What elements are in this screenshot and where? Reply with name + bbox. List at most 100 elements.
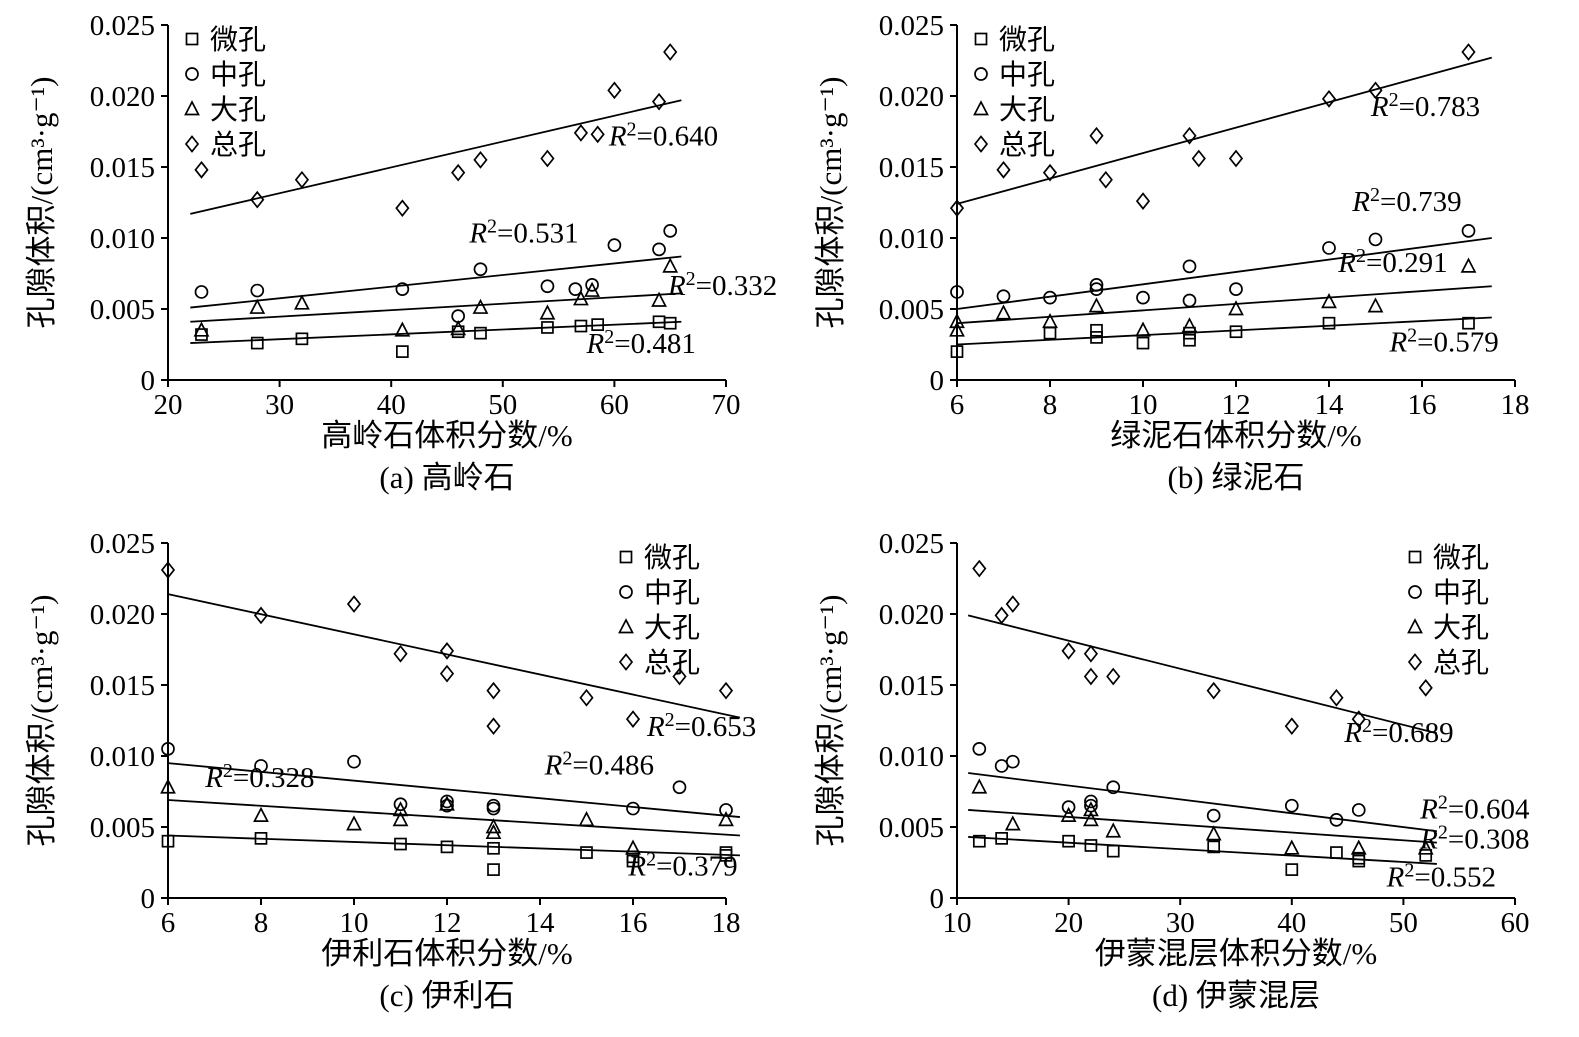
legend-label: 总孔	[999, 129, 1055, 161]
panel-d-illite-smectite: 0 0.005 0.010 0.015 0.020 0.025 10 20 30 40 50 60 微孔…	[789, 518, 1579, 1037]
data-point-circle	[1461, 224, 1476, 238]
data-point-circle	[568, 282, 583, 296]
data-point-diamond	[1089, 126, 1104, 145]
data-point-circle	[486, 801, 501, 816]
y-tick-label: 0.005	[90, 294, 155, 326]
legend-label: 中孔	[644, 577, 700, 609]
data-point-triangle	[392, 811, 409, 827]
legend-marker-diamond	[973, 135, 989, 153]
data-point-circle	[663, 224, 678, 238]
r2-annotation: R2=0.531	[468, 215, 578, 249]
data-point-diamond	[579, 688, 594, 707]
data-point-diamond	[1284, 717, 1299, 736]
data-point-triangle	[1283, 839, 1300, 855]
trend-line-square	[190, 320, 682, 344]
data-point-triangle	[1321, 293, 1337, 309]
data-point-triangle	[1417, 839, 1434, 855]
legend-label: 总孔	[210, 129, 266, 161]
y-tick-label: 0.005	[879, 294, 944, 326]
y-axis-title: 孔隙体积/(cm³·g⁻¹)	[813, 595, 848, 847]
data-point-diamond	[573, 124, 589, 142]
x-tick-label: 16	[619, 907, 648, 939]
data-point-triangle	[394, 321, 411, 337]
r2-annotation: R2=0.291	[1337, 245, 1447, 279]
data-point-diamond	[1182, 126, 1197, 145]
y-tick-label: 0.025	[90, 10, 155, 42]
data-point-diamond	[625, 710, 641, 728]
data-point-circle	[719, 803, 733, 817]
r2-annotation: R2=0.653	[646, 709, 756, 743]
data-point-triangle	[193, 321, 210, 337]
data-point-square	[663, 316, 677, 330]
data-point-square	[487, 863, 500, 876]
x-tick-label: 18	[1501, 389, 1530, 421]
data-point-triangle	[485, 823, 502, 840]
legend-marker-triangle	[973, 100, 989, 116]
data-point-circle	[950, 285, 964, 299]
data-point-circle	[626, 801, 640, 816]
trend-line-diamond	[190, 99, 682, 215]
legend-label: 微孔	[1433, 542, 1489, 574]
data-point-square	[972, 834, 986, 848]
data-point-circle	[1089, 278, 1104, 292]
data-point-triangle	[160, 778, 176, 794]
trend-line-diamond	[956, 56, 1492, 205]
legend-marker-square	[619, 550, 633, 564]
data-point-circle	[1182, 293, 1197, 308]
data-point-diamond	[160, 561, 176, 579]
data-point-square	[250, 336, 264, 350]
data-point-circle	[540, 279, 555, 294]
data-point-triangle	[346, 815, 362, 831]
data-point-diamond	[294, 170, 310, 189]
data-point-diamond	[253, 606, 269, 625]
r2-annotation: R2=0.552	[1386, 860, 1496, 894]
trend-line-diamond	[167, 593, 741, 719]
y-tick-label: 0.015	[879, 670, 944, 702]
data-point-triangle	[995, 304, 1012, 320]
x-tick-label: 50	[488, 389, 517, 421]
data-point-triangle	[573, 290, 589, 306]
legend-marker-circle	[185, 67, 199, 81]
y-axis-title: 孔隙体积/(cm³·g⁻¹)	[24, 77, 59, 329]
x-axis-title: 绿泥石体积分数/%	[1110, 418, 1361, 453]
data-point-square	[995, 832, 1008, 845]
data-point-triangle	[1083, 801, 1099, 817]
legend-marker-circle	[1408, 585, 1422, 599]
data-point-diamond	[1206, 681, 1221, 700]
x-tick-label: 10	[943, 907, 972, 939]
panel-caption: (d) 伊蒙混层	[1152, 978, 1320, 1013]
data-point-diamond	[1061, 642, 1076, 660]
r2-annotation: R2=0.783	[1370, 89, 1480, 123]
x-tick-label: 60	[1501, 907, 1530, 939]
data-point-square	[1136, 336, 1150, 350]
r2-annotation: R2=0.481	[586, 326, 696, 360]
y-tick-label: 0.025	[879, 528, 944, 560]
data-point-triangle	[651, 291, 667, 307]
x-tick-label: 50	[1389, 907, 1418, 939]
data-point-diamond	[590, 125, 605, 144]
trend-line-square	[167, 834, 740, 857]
y-tick-label: 0.010	[879, 741, 944, 773]
y-tick-label: 0.025	[879, 10, 944, 42]
legend-marker-diamond	[1407, 653, 1423, 671]
y-tick-label: 0	[930, 365, 945, 397]
x-tick-label: 60	[600, 389, 629, 421]
y-tick-label: 0.020	[879, 599, 944, 631]
x-axis-title: 伊蒙混层体积分数/%	[1095, 936, 1377, 971]
data-point-diamond	[393, 644, 408, 663]
data-point-triangle	[662, 257, 679, 273]
r2-annotation: R2=0.332	[667, 268, 777, 302]
trend-line-diamond	[967, 614, 1438, 735]
x-tick-label: 6	[950, 389, 965, 421]
legend-marker-circle	[619, 585, 633, 599]
data-point-square	[474, 326, 487, 340]
data-point-circle	[254, 759, 268, 773]
data-point-diamond	[1083, 667, 1099, 686]
data-point-circle	[1329, 813, 1344, 827]
x-tick-label: 10	[1129, 389, 1158, 421]
x-tick-label: 12	[433, 907, 462, 939]
data-point-triangle	[539, 304, 556, 320]
legend-marker-diamond	[184, 135, 200, 153]
y-tick-label: 0.005	[879, 812, 944, 844]
data-point-square	[591, 318, 605, 331]
